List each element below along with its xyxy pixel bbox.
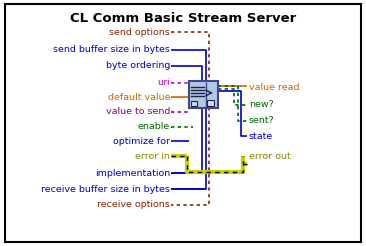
Bar: [189, 81, 218, 108]
Bar: [207, 101, 214, 106]
Text: byte ordering: byte ordering: [106, 61, 170, 70]
Text: optimize for: optimize for: [113, 137, 170, 146]
Text: CL Comm Basic Stream Server: CL Comm Basic Stream Server: [70, 12, 296, 25]
Text: receive buffer size in bytes: receive buffer size in bytes: [41, 184, 170, 194]
Text: new?: new?: [249, 100, 273, 109]
Text: sent?: sent?: [249, 116, 274, 125]
Text: value to send: value to send: [106, 108, 170, 117]
Text: error in: error in: [135, 152, 170, 161]
Text: send options: send options: [109, 28, 170, 37]
Text: error out: error out: [249, 152, 290, 161]
Bar: [191, 101, 197, 106]
Text: default value: default value: [108, 93, 170, 102]
Text: send buffer size in bytes: send buffer size in bytes: [53, 45, 170, 54]
Text: implementation: implementation: [95, 169, 170, 178]
Text: receive options: receive options: [97, 200, 170, 209]
Text: value read: value read: [249, 83, 299, 92]
Text: state: state: [249, 132, 273, 141]
Text: uri: uri: [158, 78, 170, 87]
Text: enable: enable: [138, 122, 170, 131]
